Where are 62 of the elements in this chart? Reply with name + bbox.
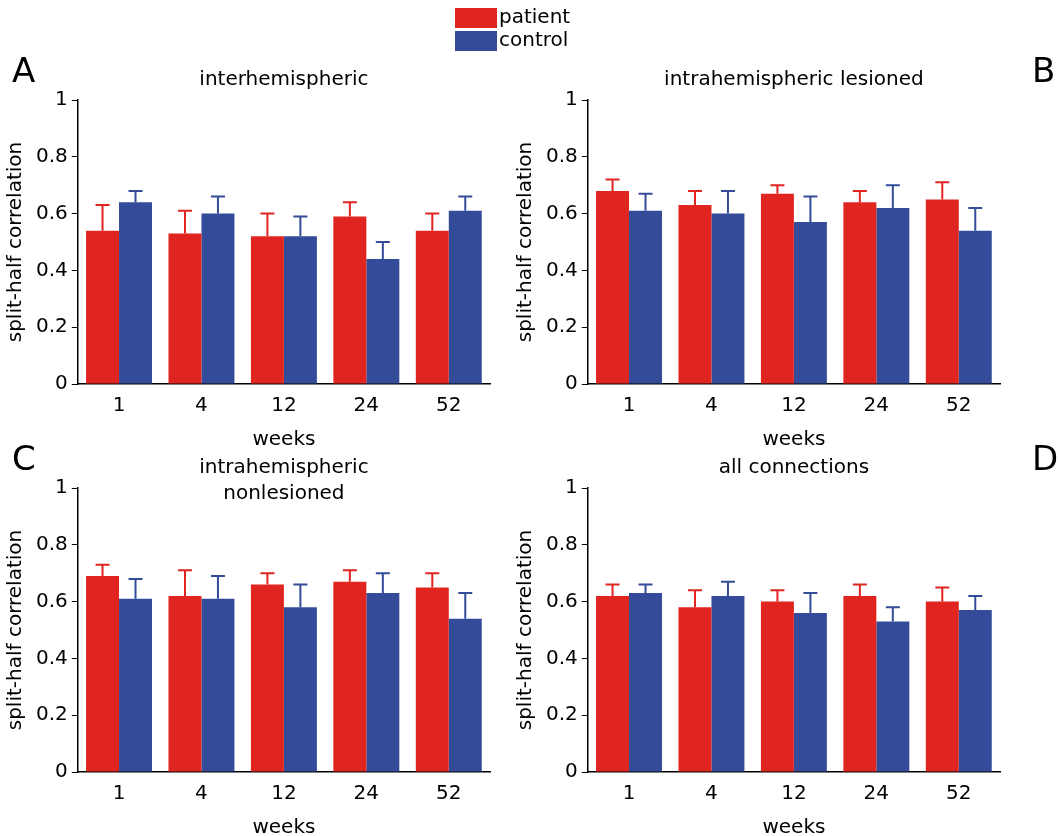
y-tick-label: 0.8 (545, 143, 578, 167)
x-tick-label: 4 (195, 780, 208, 805)
x-tick-label: 24 (353, 780, 380, 805)
x-tick-label: 1 (622, 780, 636, 805)
y-tick-label: 1 (55, 474, 68, 499)
chart-title: all connections (718, 454, 870, 479)
x-tick-label: 52 (436, 780, 462, 805)
x-tick-label: 12 (781, 392, 807, 417)
x-tick-label: 4 (195, 392, 208, 417)
y-tick-label: 0 (55, 370, 68, 395)
legend-label: patient (499, 4, 571, 29)
y-tick-label: 0.4 (545, 644, 578, 669)
y-tick-label: 0.2 (545, 313, 578, 338)
x-tick-label: 52 (946, 780, 972, 805)
x-tick-label: 52 (436, 392, 462, 417)
x-axis-title: weeks (762, 814, 826, 836)
text: A (12, 50, 36, 90)
y-axis-title: split-half correlation (512, 529, 537, 731)
chart-title: intrahemispheric lesioned (664, 66, 924, 91)
x-tick-label: 1 (112, 780, 126, 805)
y-tick-label: 0.6 (35, 587, 68, 612)
y-tick-label: 0.4 (545, 256, 578, 281)
x-tick-label: 24 (353, 392, 380, 417)
y-tick-label: 0 (55, 758, 68, 783)
y-tick-label: 0.4 (35, 256, 68, 281)
y-tick-label: 1 (565, 86, 578, 111)
chart-title: intrahemispheric nonlesioned (199, 454, 369, 505)
y-tick-label: 0.8 (35, 531, 68, 555)
y-tick-label: 0.6 (35, 199, 68, 224)
x-axis-title: weeks (252, 426, 316, 451)
x-tick-label: 1 (112, 392, 126, 417)
x-tick-label: 52 (946, 392, 972, 417)
y-tick-label: 0.2 (35, 701, 68, 726)
y-tick-label: 0 (565, 758, 578, 783)
text: B (1032, 50, 1056, 90)
y-tick-label: 0 (565, 370, 578, 395)
y-tick-label: 0.8 (545, 531, 578, 555)
y-tick-label: 0.6 (545, 587, 578, 612)
y-tick-label: 0.6 (545, 199, 578, 224)
y-axis-title: split-half correlation (512, 141, 537, 343)
legend-label: control (499, 27, 569, 52)
x-tick-label: 4 (705, 392, 718, 417)
y-tick-label: 1 (55, 86, 68, 111)
y-axis-title: split-half correlation (2, 529, 27, 731)
y-tick-label: 0.4 (35, 644, 68, 669)
x-tick-label: 12 (781, 780, 807, 805)
y-tick-label: 0.8 (35, 143, 68, 167)
y-tick-label: 0.2 (35, 313, 68, 338)
x-tick-label: 1 (622, 392, 636, 417)
x-tick-label: 4 (705, 780, 718, 805)
chart-title: interhemispheric (199, 66, 369, 91)
y-tick-label: 1 (565, 474, 578, 499)
x-tick-label: 24 (863, 780, 890, 805)
x-axis-title: weeks (762, 426, 826, 451)
y-tick-label: 0.2 (545, 701, 578, 726)
x-tick-label: 12 (271, 392, 297, 417)
text: C (12, 438, 36, 478)
text: D (1032, 438, 1058, 478)
x-tick-label: 24 (863, 392, 890, 417)
x-tick-label: 12 (271, 780, 297, 805)
y-axis-title: split-half correlation (2, 141, 27, 343)
x-axis-title: weeks (252, 814, 316, 836)
